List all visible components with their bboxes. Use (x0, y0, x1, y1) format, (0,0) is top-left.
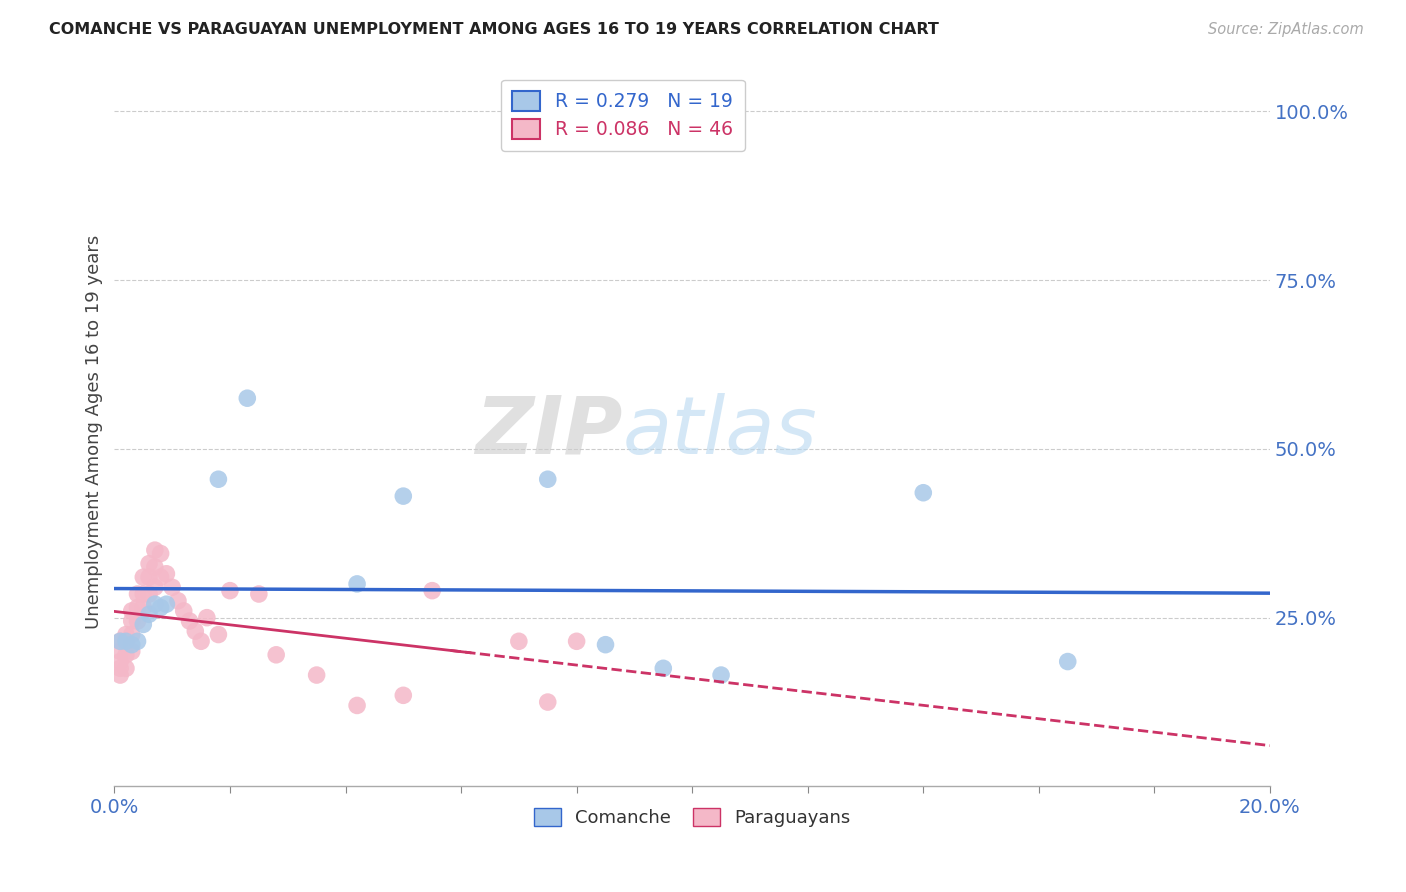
Point (207, 472, 229, 486)
Text: atlas: atlas (623, 393, 818, 471)
Point (595, 638, 617, 652)
Text: Source: ZipAtlas.com: Source: ZipAtlas.com (1208, 22, 1364, 37)
Point (149, 570, 172, 584)
Point (115, 627, 138, 641)
Point (247, 587, 270, 601)
Point (167, 594, 190, 608)
Point (108, 634, 131, 648)
Y-axis label: Unemployment Among Ages 16 to 19 years: Unemployment Among Ages 16 to 19 years (86, 235, 103, 629)
Point (912, 485, 935, 500)
Point (710, 668, 733, 682)
Point (143, 543, 166, 558)
Point (121, 638, 143, 652)
Point (195, 610, 218, 624)
Point (121, 627, 143, 641)
Point (184, 624, 207, 639)
Point (108, 668, 131, 682)
Point (190, 634, 212, 648)
Point (207, 627, 229, 641)
Point (305, 668, 328, 682)
Point (155, 597, 177, 611)
Point (108, 655, 131, 669)
Point (132, 570, 155, 584)
Point (143, 580, 166, 594)
Legend: Comanche, Paraguayans: Comanche, Paraguayans (526, 800, 858, 834)
Point (173, 604, 195, 618)
Point (138, 557, 160, 571)
Point (420, 583, 443, 598)
Point (127, 587, 149, 601)
Point (160, 580, 183, 594)
Point (115, 634, 138, 648)
Point (138, 570, 160, 584)
Point (121, 644, 143, 658)
Point (138, 587, 160, 601)
Point (149, 600, 172, 615)
Point (127, 634, 149, 648)
Point (264, 648, 287, 662)
Point (108, 634, 131, 648)
Point (155, 566, 177, 581)
Point (143, 560, 166, 574)
Point (121, 604, 143, 618)
Point (179, 614, 201, 628)
Point (508, 634, 530, 648)
Point (108, 644, 131, 658)
Point (565, 634, 588, 648)
Point (127, 614, 149, 628)
Point (132, 617, 155, 632)
Point (392, 489, 415, 503)
Point (138, 607, 160, 622)
Point (392, 689, 415, 703)
Point (115, 638, 138, 652)
Point (132, 600, 155, 615)
Point (108, 661, 131, 675)
Point (143, 597, 166, 611)
Point (149, 547, 172, 561)
Point (652, 661, 675, 675)
Text: ZIP: ZIP (475, 393, 623, 471)
Point (115, 661, 138, 675)
Point (537, 695, 560, 709)
Point (121, 614, 143, 628)
Point (236, 391, 259, 405)
Point (115, 648, 138, 662)
Point (132, 587, 155, 601)
Point (346, 577, 368, 591)
Point (1056, 655, 1078, 669)
Point (346, 698, 368, 713)
Point (219, 583, 242, 598)
Point (127, 600, 149, 615)
Text: COMANCHE VS PARAGUAYAN UNEMPLOYMENT AMONG AGES 16 TO 19 YEARS CORRELATION CHART: COMANCHE VS PARAGUAYAN UNEMPLOYMENT AMON… (49, 22, 939, 37)
Point (537, 472, 560, 486)
